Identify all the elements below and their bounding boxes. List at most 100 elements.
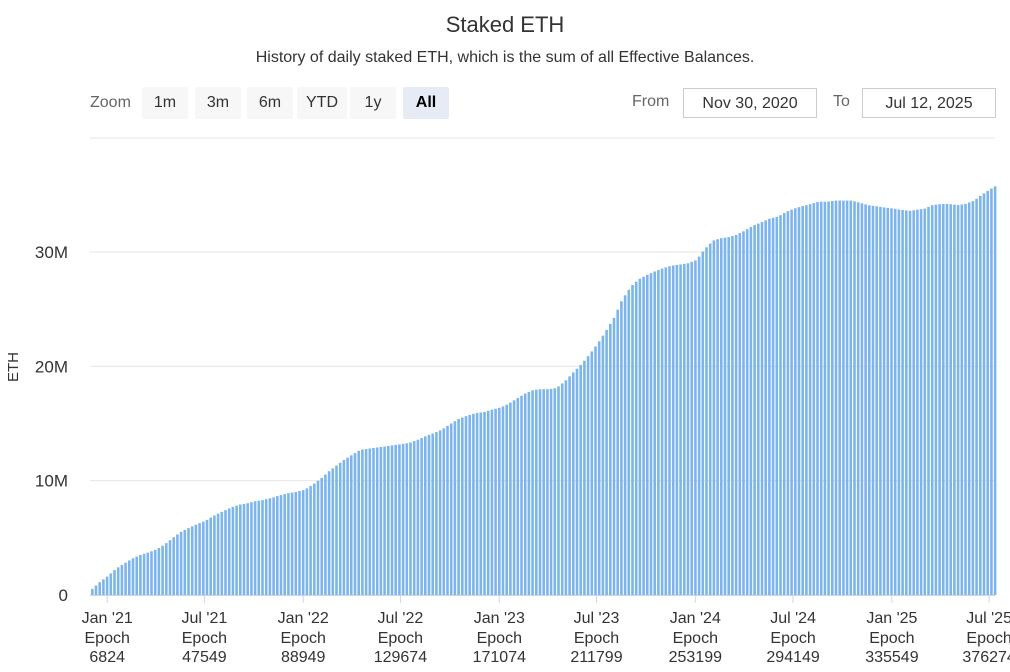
bar [686,263,690,595]
bar [464,416,468,595]
bar [472,413,475,595]
bar [542,389,545,595]
bar [827,201,830,596]
bar [716,239,719,596]
bar [701,251,705,595]
x-tick-month: Jul '25 [966,610,1010,627]
bar [383,446,386,595]
bar [805,205,808,595]
bar [905,210,908,595]
bar [324,474,327,595]
bar [671,265,675,595]
zoom-button-1y[interactable]: 1y [350,87,396,119]
bar [675,264,679,595]
bar [642,276,645,595]
bar [679,264,682,595]
bar [694,260,697,595]
from-date-input[interactable]: Nov 30, 2020 [683,88,817,118]
bar [712,240,716,595]
x-tick-epoch-label: Epoch [770,630,815,647]
bar [790,209,793,595]
bar [213,515,216,595]
bar [298,491,301,595]
bar [757,223,760,595]
to-date-input[interactable]: Jul 12, 2025 [862,88,996,118]
bar [646,274,649,595]
bar [531,390,534,595]
bar [560,383,564,595]
bar-series [91,186,997,596]
bar [242,503,246,595]
x-tick-epoch: 129674 [374,649,427,666]
bar [335,465,338,595]
bar [494,408,497,595]
bar [660,268,664,595]
bar [446,425,449,595]
y-tick-label: 10M [35,472,68,491]
bar [967,202,971,595]
zoom-button-3m[interactable]: 3m [195,87,241,119]
bar [283,494,286,595]
bar [964,203,967,595]
bar [771,217,775,595]
bar [579,365,582,595]
bar [135,556,138,595]
x-tick-month: Jan '23 [474,610,525,627]
bar [853,201,856,596]
zoom-button-1m[interactable]: 1m [142,87,188,119]
zoom-button-ytd[interactable]: YTD [297,87,347,119]
bar [327,471,331,595]
x-tick-epoch-label: Epoch [281,630,326,647]
bar [305,488,309,595]
bar [594,346,597,595]
to-label: To [833,93,850,110]
x-tick-epoch-label: Epoch [966,630,1010,647]
x-tick-month: Jul '23 [574,610,620,627]
bar [912,210,915,595]
bar [227,508,231,595]
bar [664,267,668,595]
bar [379,446,383,595]
bar [246,503,249,595]
bar [401,443,405,595]
bar [794,208,797,595]
bar [435,432,438,595]
bar [338,462,342,595]
bar [723,237,727,595]
zoom-button-all[interactable]: All [403,87,449,119]
x-axis: Jan '21 Epoch 6824 Jul '21 Epoch 47549 Jan '22… [82,595,1010,666]
bar [194,524,198,595]
bar [620,301,623,595]
bar [512,400,516,595]
bar [157,548,161,595]
bar [893,208,897,596]
bar [882,207,886,596]
bar [683,263,686,595]
bar [553,388,557,595]
x-tick-month: Jul '22 [378,610,424,627]
bar [357,450,360,595]
bar [412,441,416,595]
bar [224,510,227,595]
bar [261,500,264,595]
x-tick-month: Jan '21 [82,610,133,627]
bar [782,212,786,595]
bar [690,261,693,595]
bar [205,519,209,595]
bar [431,433,434,595]
bar [520,395,523,595]
bar [353,453,357,595]
bar [276,496,279,595]
x-tick-epoch: 88949 [281,649,326,666]
chart-title: Staked ETH [445,12,565,37]
bar [705,247,708,595]
bar [856,202,860,595]
bar [627,289,631,595]
bar [864,204,867,595]
zoom-button-6m[interactable]: 6m [247,87,293,119]
x-tick-epoch-label: Epoch [869,630,914,647]
bar [116,567,120,595]
bar [442,428,446,595]
bar [161,545,164,595]
bar [153,549,157,595]
